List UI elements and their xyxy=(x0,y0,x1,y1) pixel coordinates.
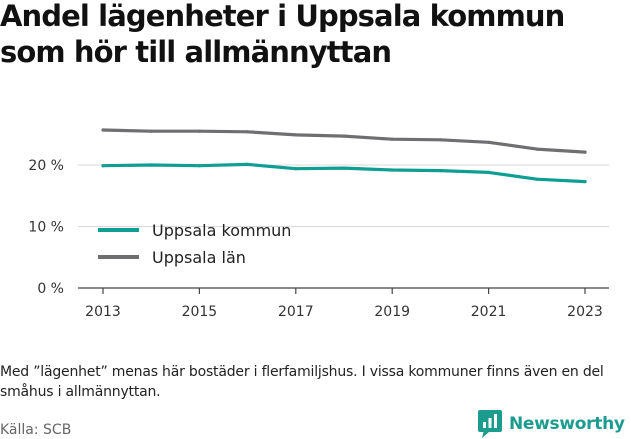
legend-label: Uppsala län xyxy=(152,248,246,267)
x-tick-label: 2019 xyxy=(374,304,410,320)
x-tick-label: 2023 xyxy=(567,304,603,320)
y-tick-label: 10 % xyxy=(28,220,64,236)
data-point xyxy=(246,162,250,166)
x-tick-label: 2017 xyxy=(278,304,314,320)
newsworthy-logo-icon xyxy=(478,410,502,438)
brand-logo[interactable]: Newsworthy xyxy=(477,409,625,439)
data-point xyxy=(149,129,153,133)
data-point xyxy=(438,138,442,142)
line-chart: 0 % 10 % 20 % 2013 2015 2017 2019 2021 2023 Upp… xyxy=(28,128,609,320)
data-point xyxy=(390,137,394,141)
data-point xyxy=(294,133,298,137)
data-point xyxy=(197,164,201,168)
series-line-uppsala-län xyxy=(101,128,587,154)
x-axis: 2013 2015 2017 2019 2021 2023 xyxy=(78,287,609,320)
data-point xyxy=(342,166,346,170)
data-point xyxy=(487,140,491,144)
y-tick-label: 0 % xyxy=(37,281,64,297)
y-axis-labels: 0 % 10 % 20 % xyxy=(28,158,64,297)
data-point xyxy=(149,163,153,167)
data-point xyxy=(487,170,491,174)
data-point xyxy=(342,134,346,138)
data-point xyxy=(390,168,394,172)
data-point xyxy=(535,147,539,151)
data-point xyxy=(101,164,105,168)
y-tick-label: 20 % xyxy=(28,158,64,174)
legend: Uppsala kommun Uppsala län xyxy=(98,221,291,267)
series-lines xyxy=(101,128,587,184)
data-point xyxy=(101,128,105,132)
x-tick-label: 2021 xyxy=(471,304,507,320)
chart-title: Andel lägenheter i Uppsala kommun som hö… xyxy=(0,0,565,69)
legend-label: Uppsala kommun xyxy=(152,221,291,240)
data-point xyxy=(583,180,587,184)
data-point xyxy=(583,150,587,154)
chart-note: Med ”lägenhet” menas här bostäder i fler… xyxy=(0,364,604,400)
data-point xyxy=(197,129,201,133)
data-point xyxy=(535,177,539,181)
gridlines xyxy=(78,164,609,228)
x-tick-label: 2013 xyxy=(85,304,121,320)
source-text: Källa: SCB xyxy=(0,422,72,438)
data-point xyxy=(246,130,250,134)
data-point xyxy=(438,169,442,173)
brand-name: Newsworthy xyxy=(509,414,625,434)
data-point xyxy=(294,167,298,171)
x-tick-label: 2015 xyxy=(182,304,218,320)
